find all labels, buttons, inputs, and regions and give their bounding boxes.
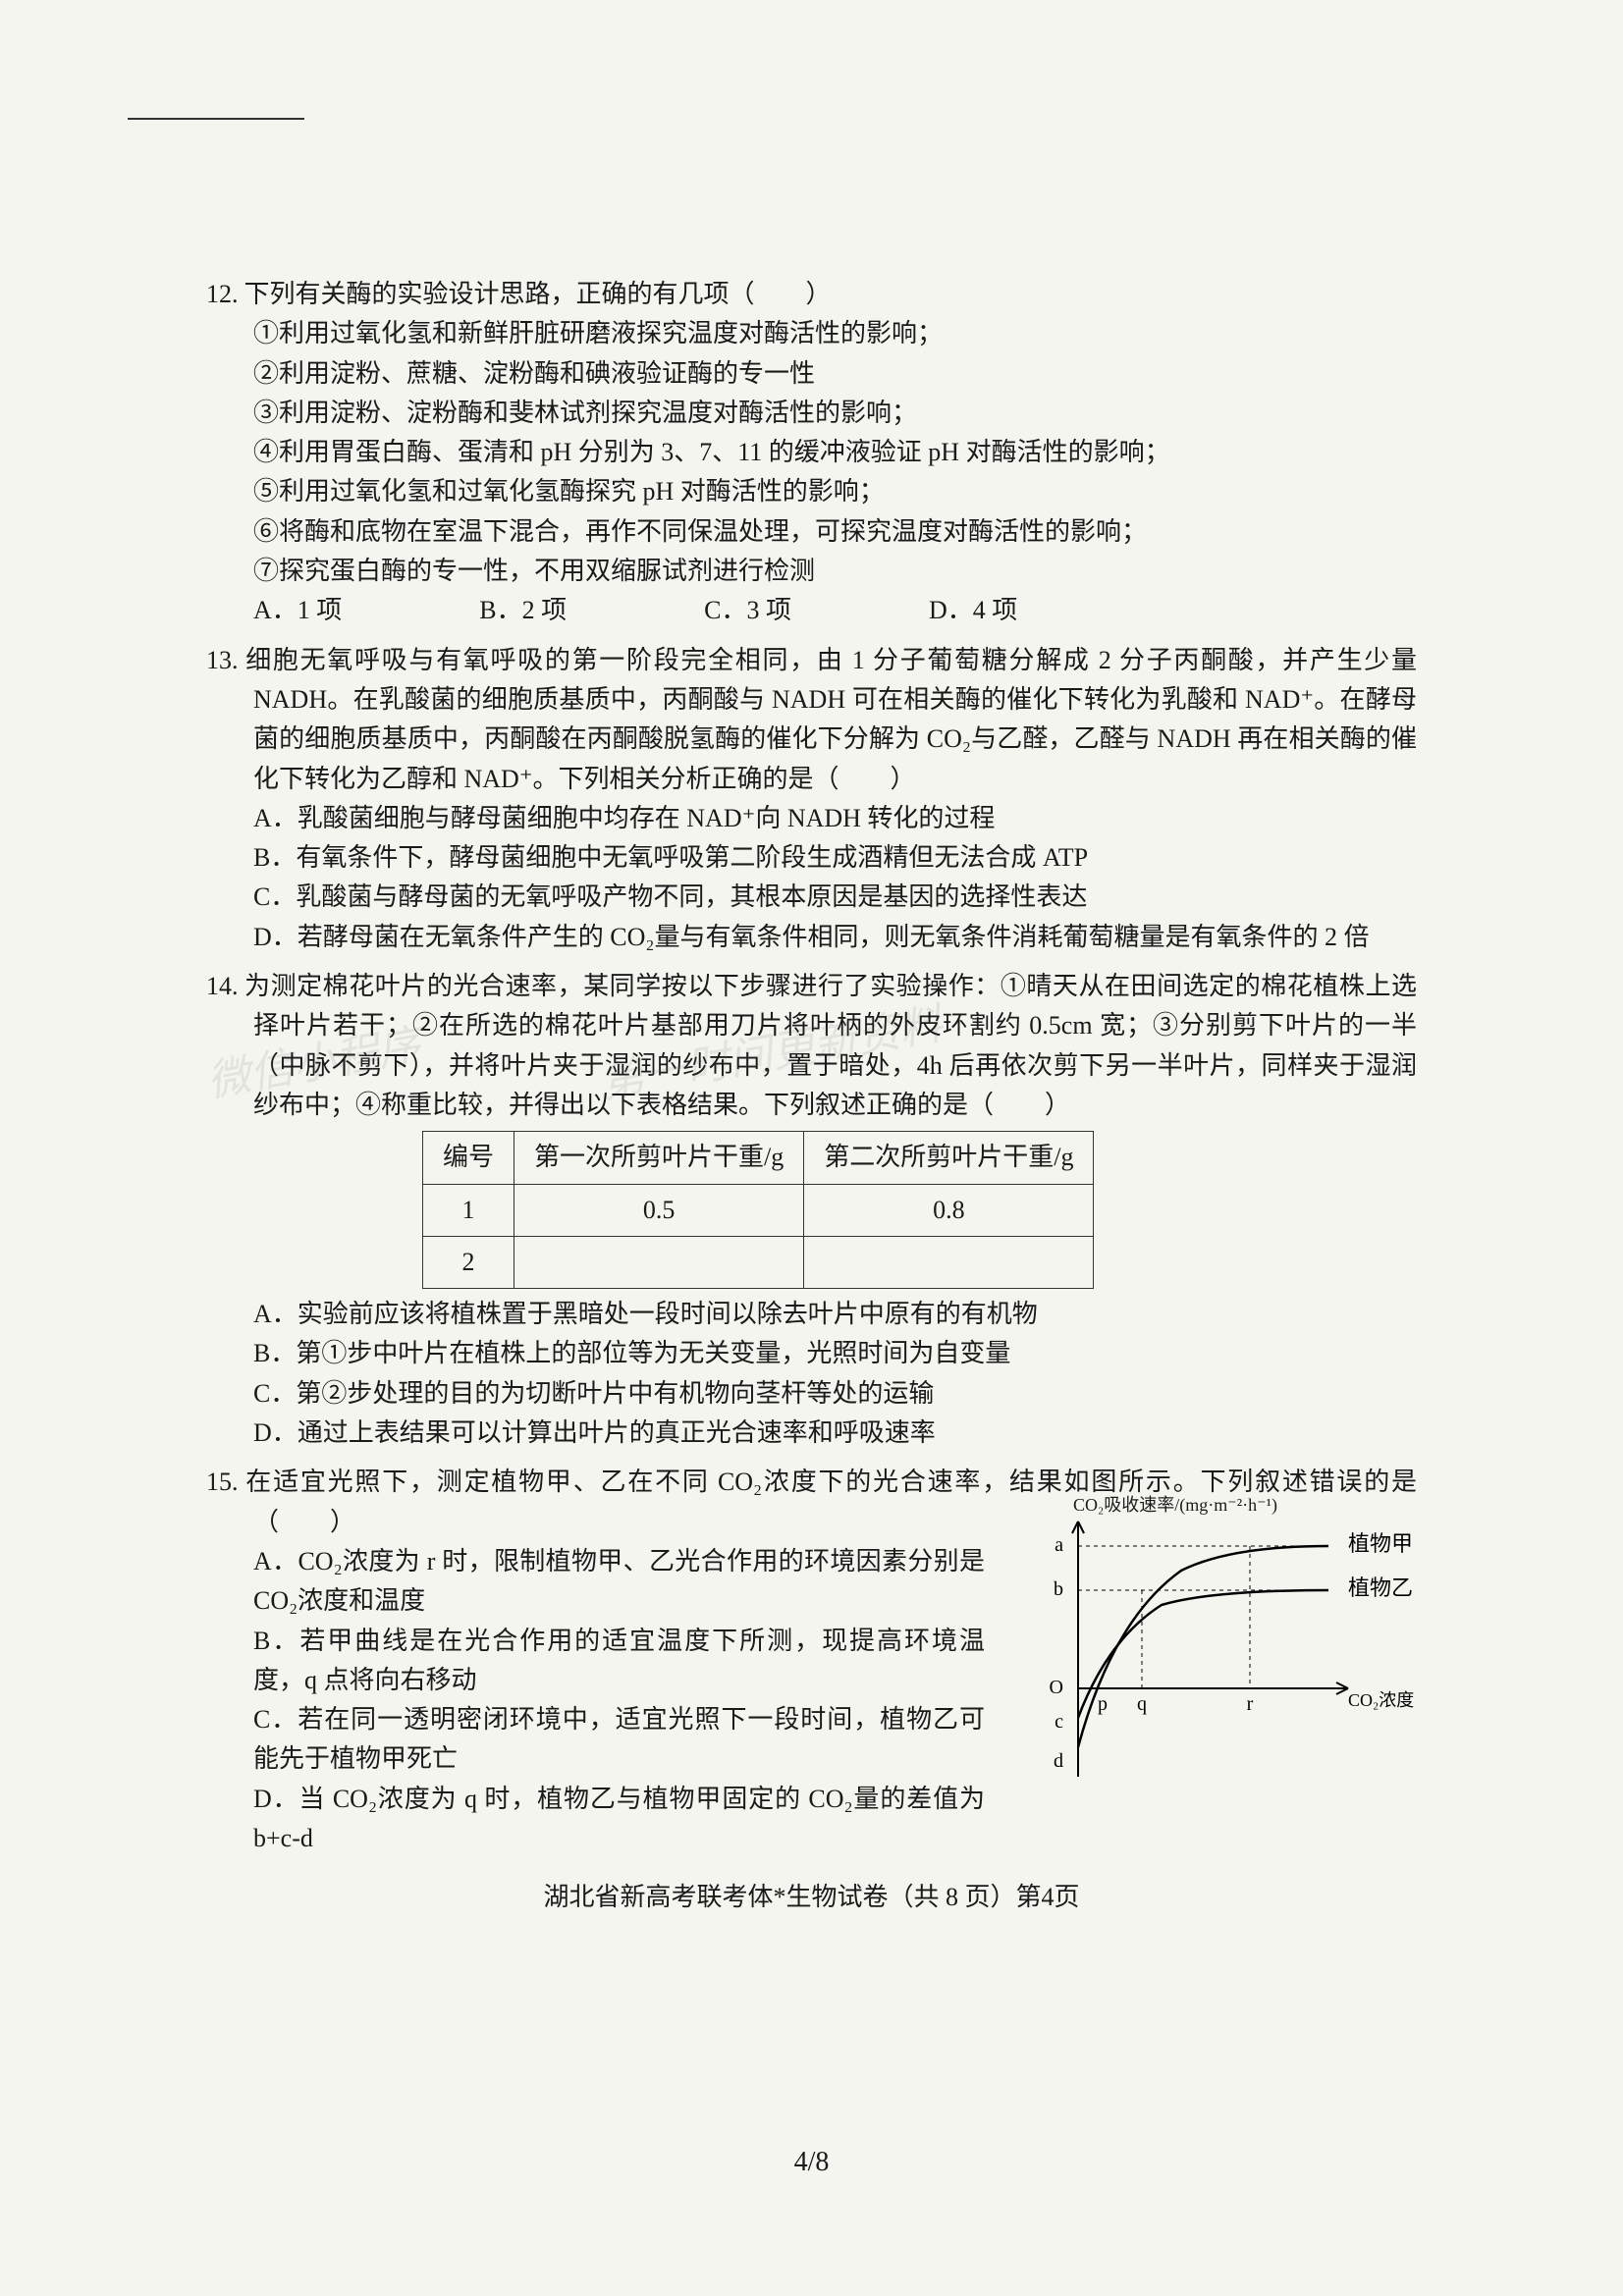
ytick-d: d: [1054, 1750, 1063, 1772]
ytick-c: c: [1055, 1711, 1063, 1733]
q14-number: 14.: [206, 972, 239, 1000]
q13-choice-d: D．若酵母菌在无氧条件产生的 CO₂量与有氧条件相同，则无氧条件消耗葡萄糖量是有…: [253, 918, 1417, 957]
q12-item-1: ①利用过氧化氢和新鲜肝脏研磨液探究温度对酶活性的影响；: [253, 314, 1417, 353]
q12-item-6: ⑥将酶和底物在室温下混合，再作不同保温处理，可探究温度对酶活性的影响；: [253, 512, 1417, 552]
q12-choice-c: C．3 项: [704, 591, 791, 630]
q13-choice-a: A．乳酸菌细胞与酵母菌细胞中均存在 NAD⁺向 NADH 转化的过程: [253, 799, 1417, 838]
q13-choice-c: C．乳酸菌与酵母菌的无氧呼吸产物不同，其根本原因是基因的选择性表达: [253, 878, 1417, 917]
q14-choice-a: A．实验前应该将植株置于黑暗处一段时间以除去叶片中原有的有机物: [253, 1295, 1417, 1334]
curve-label-bottom: 植物乙: [1348, 1575, 1413, 1600]
curve-label-top: 植物甲: [1348, 1531, 1413, 1556]
q13-stem: 细胞无氧呼吸与有氧呼吸的第一阶段完全相同，由 1 分子葡萄糖分解成 2 分子丙酮…: [244, 646, 1418, 793]
table-header-0: 编号: [423, 1132, 514, 1184]
page-footer: 湖北省新高考联考体*生物试卷（共 8 页）第4页: [0, 1877, 1623, 1913]
table-header-2: 第二次所剪叶片干重/g: [804, 1132, 1094, 1184]
q12-choice-d: D．4 项: [929, 591, 1017, 630]
q14-choice-c: C．第②步处理的目的为切断叶片中有机物向茎杆等处的运输: [253, 1374, 1417, 1414]
q12-item-5: ⑤利用过氧化氢和过氧化氢酶探究 pH 对酶活性的影响；: [253, 472, 1417, 511]
q12-item-4: ④利用胃蛋白酶、蛋清和 pH 分别为 3、7、11 的缓冲液验证 pH 对酶活性…: [253, 433, 1417, 472]
q12-choices: A．1 项 B．2 项 C．3 项 D．4 项: [253, 591, 1417, 630]
question-13: 13.细胞无氧呼吸与有氧呼吸的第一阶段完全相同，由 1 分子葡萄糖分解成 2 分…: [206, 641, 1417, 957]
q12-choice-b: B．2 项: [479, 591, 567, 630]
q12-stem: 下列有关酶的实验设计思路，正确的有几项（ ）: [244, 280, 832, 308]
q15-number: 15.: [206, 1468, 239, 1496]
question-15: 15.在适宜光照下，测定植物甲、乙在不同 CO₂浓度下的光合速率，结果如图所示。…: [206, 1463, 1417, 1858]
table-cell-r1c2: 0.8: [804, 1184, 1094, 1236]
ytick-o: O: [1050, 1677, 1063, 1698]
q15-chart-svg: a b O c d p q r 植物甲 植物乙 CO₂浓度: [1014, 1492, 1436, 1806]
question-12: 12.下列有关酶的实验设计思路，正确的有几项（ ） ①利用过氧化氢和新鲜肝脏研磨…: [206, 275, 1417, 631]
y-axis-label: CO₂吸收速率/(mg·m⁻²·h⁻¹): [1073, 1492, 1277, 1520]
table-cell-r2c2: [804, 1236, 1094, 1288]
q14-choice-d: D．通过上表结果可以计算出叶片的真正光合速率和呼吸速率: [253, 1414, 1417, 1453]
q12-item-7: ⑦探究蛋白酶的专一性，不用双缩脲试剂进行检测: [253, 552, 1417, 591]
q13-choice-b: B．有氧条件下，酵母菌细胞中无氧呼吸第二阶段生成酒精但无法合成 ATP: [253, 838, 1417, 878]
table-cell-r1c1: 0.5: [514, 1184, 804, 1236]
xtick-r: r: [1247, 1693, 1254, 1715]
q14-table: 编号 第一次所剪叶片干重/g 第二次所剪叶片干重/g 1 0.5 0.8 2: [422, 1131, 1417, 1289]
xtick-p: p: [1098, 1693, 1108, 1715]
xtick-q: q: [1137, 1693, 1147, 1715]
q12-item-2: ②利用淀粉、蔗糖、淀粉酶和碘液验证酶的专一性: [253, 354, 1417, 394]
ytick-b: b: [1054, 1578, 1063, 1600]
x-axis-label: CO₂浓度: [1348, 1690, 1414, 1710]
q15-figure: CO₂吸收速率/(mg·m⁻²·h⁻¹) a b: [1014, 1492, 1436, 1816]
ytick-a: a: [1055, 1534, 1063, 1556]
exam-page: 12.下列有关酶的实验设计思路，正确的有几项（ ） ①利用过氧化氢和新鲜肝脏研磨…: [88, 79, 1535, 1927]
q12-choice-a: A．1 项: [253, 591, 342, 630]
q12-number: 12.: [206, 280, 239, 308]
q13-number: 13.: [206, 646, 239, 674]
q12-item-3: ③利用淀粉、淀粉酶和斐林试剂探究温度对酶活性的影响；: [253, 394, 1417, 433]
question-14: 14.为测定棉花叶片的光合速率，某同学按以下步骤进行了实验操作：①晴天从在田间选…: [206, 967, 1417, 1453]
table-header-1: 第一次所剪叶片干重/g: [514, 1132, 804, 1184]
q14-choice-b: B．第①步中叶片在植株上的部位等为无关变量，光照时间为自变量: [253, 1334, 1417, 1373]
page-counter: 4/8: [0, 2147, 1623, 2178]
table-cell-r2c1: [514, 1236, 804, 1288]
q14-stem: 为测定棉花叶片的光合速率，某同学按以下步骤进行了实验操作：①晴天从在田间选定的棉…: [244, 972, 1418, 1119]
table-cell-r2c0: 2: [423, 1236, 514, 1288]
table-cell-r1c0: 1: [423, 1184, 514, 1236]
